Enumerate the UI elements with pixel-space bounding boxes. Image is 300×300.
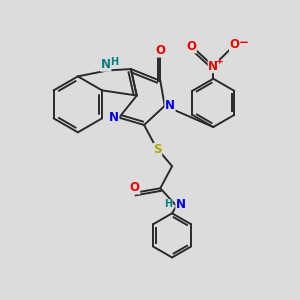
Text: O: O <box>230 38 239 51</box>
Text: H: H <box>110 57 118 67</box>
Text: N: N <box>101 58 111 71</box>
Text: H: H <box>164 200 172 209</box>
Text: O: O <box>130 181 140 194</box>
Text: N: N <box>208 60 218 73</box>
Text: S: S <box>153 143 162 157</box>
Text: −: − <box>238 36 248 49</box>
Text: N: N <box>165 99 175 112</box>
Text: N: N <box>176 198 186 211</box>
Text: N: N <box>109 111 119 124</box>
Text: O: O <box>186 40 196 53</box>
Text: +: + <box>216 57 224 66</box>
Text: O: O <box>155 44 165 57</box>
